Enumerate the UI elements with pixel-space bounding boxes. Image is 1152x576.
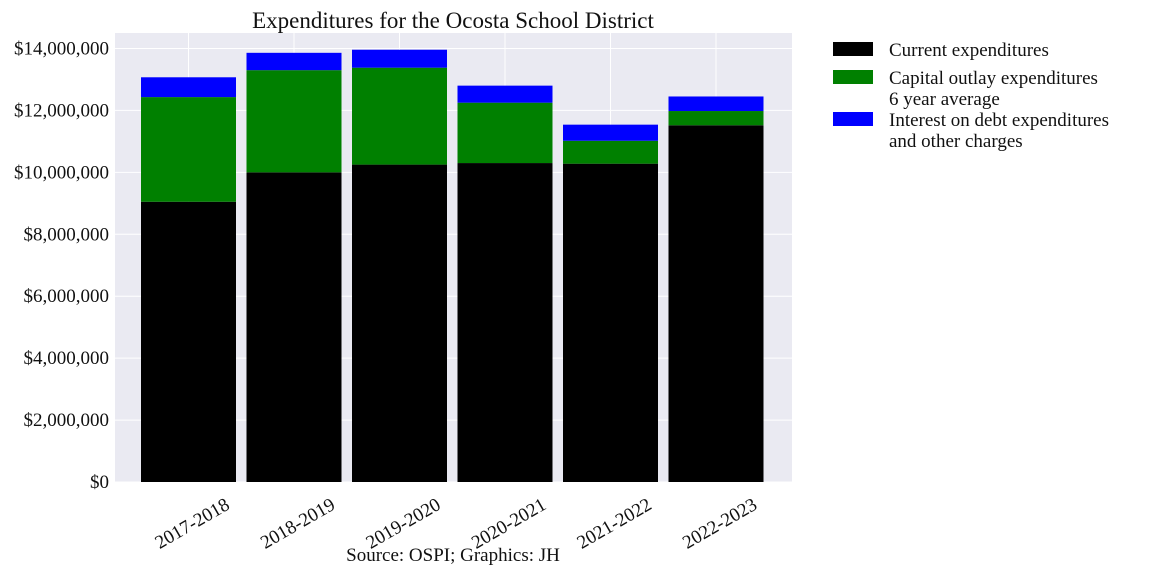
bar-2017-2018-series-2: [141, 77, 236, 98]
bar-2018-2019-series-2: [246, 52, 342, 71]
bar-2022-2023-series-1: [668, 111, 764, 126]
legend-swatch: [833, 70, 873, 84]
bar-2020-2021-series-2: [457, 85, 553, 103]
chart-title: Expenditures for the Ocosta School Distr…: [252, 8, 654, 33]
x-tick-label: 2017-2018: [152, 494, 234, 553]
bar-2019-2020-series-0: [352, 164, 447, 482]
legend-label: Capital outlay expenditures 6 year averag…: [889, 68, 1098, 110]
bar-2017-2018-series-1: [141, 97, 236, 202]
bar-2021-2022-series-2: [563, 124, 658, 141]
x-tick-label: 2021-2022: [574, 494, 656, 553]
x-tick-label: 2018-2019: [257, 494, 339, 553]
legend-label: Interest on debt expenditures and other c…: [889, 110, 1109, 152]
bar-2020-2021-series-0: [457, 163, 553, 482]
bar-2018-2019-series-1: [246, 70, 342, 173]
legend-swatch: [833, 112, 873, 126]
x-tick-label: 2022-2023: [679, 494, 761, 553]
bar-2022-2023-series-2: [668, 96, 764, 112]
y-tick-label: $0: [90, 472, 109, 493]
y-tick-label: $2,000,000: [24, 410, 110, 431]
bar-2021-2022-series-0: [563, 163, 658, 482]
y-tick-label: $10,000,000: [14, 162, 109, 183]
y-tick-label: $6,000,000: [24, 286, 110, 307]
bar-2019-2020-series-1: [352, 67, 447, 165]
y-tick-label: $12,000,000: [14, 100, 109, 121]
bar-2019-2020-series-2: [352, 49, 447, 68]
bars: [141, 49, 764, 482]
bar-2021-2022-series-1: [563, 140, 658, 164]
bar-2018-2019-series-0: [246, 172, 342, 482]
bar-2020-2021-series-1: [457, 102, 553, 164]
legend: Current expenditures Capital outlay expen…: [833, 40, 1109, 152]
bar-2022-2023-series-0: [668, 125, 764, 482]
y-axis-ticks: $0 $2,000,000 $4,000,000 $6,000,000 $8,000,0…: [14, 38, 109, 493]
y-tick-label: $4,000,000: [24, 348, 110, 369]
legend-swatch: [833, 42, 873, 56]
bar-2017-2018-series-0: [141, 201, 236, 482]
legend-label: Current expenditures: [889, 40, 1049, 61]
source-caption: Source: OSPI; Graphics: JH: [346, 545, 560, 566]
y-tick-label: $8,000,000: [24, 224, 110, 245]
y-tick-label: $14,000,000: [14, 38, 109, 59]
